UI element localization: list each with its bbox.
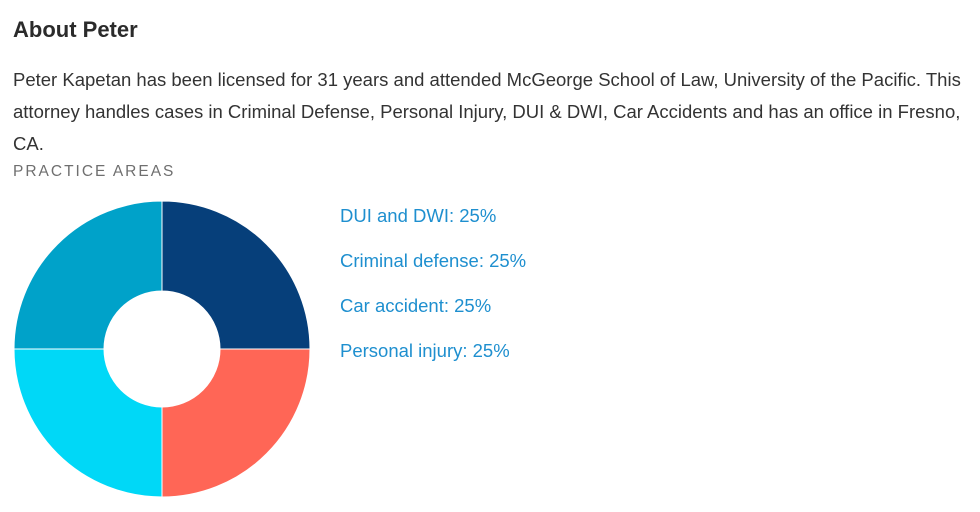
legend-item-personal-injury: Personal injury: 25% [340, 340, 510, 361]
legend-item-car-accident: Car accident: 25% [340, 295, 492, 316]
chart-legend: DUI and DWI: 25% Criminal defense: 25% Car… [340, 202, 526, 382]
donut-slice-criminal-defense [161, 348, 311, 498]
donut-slice-dui-and-dwi [161, 200, 311, 350]
legend-item-criminal-defense: Criminal defense: 25% [340, 250, 527, 271]
section-heading: About Peter [13, 17, 138, 42]
practice-areas-label: PRACTICE AREAS [13, 163, 176, 180]
donut-slice-personal-injury [13, 200, 163, 350]
legend-item-dui-and-dwi: DUI and DWI: 25% [340, 205, 497, 226]
donut-slice-car-accident [13, 348, 163, 498]
practice-areas-donut-chart [13, 200, 311, 498]
attorney-bio: Peter Kapetan has been licensed for 31 y… [13, 69, 961, 154]
